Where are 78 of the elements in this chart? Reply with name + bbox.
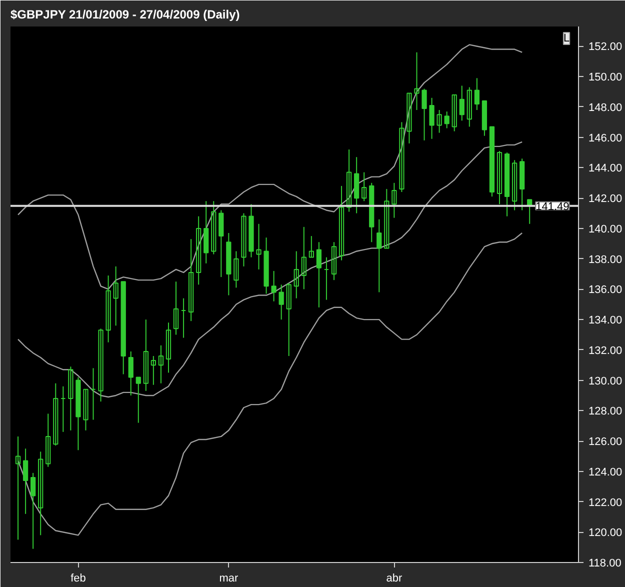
candlestick bbox=[376, 218, 382, 293]
candlestick bbox=[338, 185, 344, 261]
y-tick-label: 148.00 bbox=[588, 102, 622, 114]
candlestick bbox=[399, 122, 404, 193]
candlestick bbox=[436, 110, 442, 134]
y-tick-label: 138.00 bbox=[588, 254, 622, 266]
y-tick-label: 124.00 bbox=[588, 466, 622, 478]
candlestick bbox=[113, 266, 118, 326]
x-tick-label: mar bbox=[219, 572, 238, 584]
candlestick bbox=[362, 172, 367, 202]
y-tick-label: 132.00 bbox=[588, 344, 622, 357]
x-tick-label: abr bbox=[386, 572, 402, 584]
candlestick bbox=[384, 188, 390, 249]
y-tick-label: 144.00 bbox=[588, 162, 622, 175]
candlestick bbox=[278, 284, 284, 320]
candlestick bbox=[406, 92, 412, 144]
y-tick-label: 136.00 bbox=[588, 284, 622, 296]
candlestick bbox=[346, 148, 352, 212]
candlestick bbox=[308, 236, 314, 258]
candlestick bbox=[392, 182, 397, 218]
candlestick bbox=[452, 94, 457, 132]
y-tick-label: 152.00 bbox=[588, 41, 622, 54]
candlestick bbox=[294, 250, 299, 299]
candlestick bbox=[173, 281, 179, 336]
y-tick-label: 140.00 bbox=[588, 223, 622, 236]
text: L bbox=[563, 32, 570, 44]
y-tick-label: 122.00 bbox=[588, 496, 622, 509]
candlestick bbox=[466, 86, 472, 128]
y-tick-label: 128.00 bbox=[588, 406, 622, 418]
candlestick bbox=[150, 355, 156, 386]
candlestick bbox=[196, 216, 202, 286]
candlestick bbox=[166, 322, 172, 374]
candlestick bbox=[46, 413, 51, 468]
candlestick bbox=[331, 242, 337, 281]
y-tick-label: 134.00 bbox=[588, 314, 622, 327]
candlestick bbox=[512, 160, 518, 211]
candlestick bbox=[211, 200, 216, 255]
candlestick bbox=[128, 350, 134, 396]
y-tick-label: 120.00 bbox=[588, 527, 622, 540]
y-tick-label: 146.00 bbox=[588, 132, 622, 144]
y-tick-label: 142.00 bbox=[588, 193, 622, 206]
candlestick bbox=[38, 451, 44, 536]
y-tick-label: 118.00 bbox=[588, 558, 622, 570]
candlestick bbox=[422, 88, 427, 141]
candlestick bbox=[286, 282, 292, 356]
candlestick bbox=[22, 448, 28, 514]
candlestick bbox=[474, 78, 480, 111]
candlestick bbox=[83, 388, 88, 431]
candlestick bbox=[106, 275, 111, 343]
candlestick bbox=[188, 238, 194, 322]
candlestick bbox=[218, 210, 224, 278]
candlestick bbox=[459, 85, 464, 122]
candlestick bbox=[316, 242, 322, 308]
candlestick bbox=[136, 376, 141, 424]
candlestick bbox=[68, 366, 74, 431]
candlestick bbox=[496, 150, 502, 205]
candlestick bbox=[271, 270, 276, 302]
chart-title: $GBPJPY 21/01/2009 - 27/04/2009 (Daily) bbox=[10, 8, 240, 22]
y-tick-label: 150.00 bbox=[588, 72, 622, 84]
line-series bbox=[17, 141, 523, 398]
candlestick bbox=[30, 472, 36, 550]
candlestick bbox=[429, 97, 434, 140]
candlestick bbox=[444, 111, 450, 129]
y-tick-label: 130.00 bbox=[588, 375, 622, 388]
x-tick-label: feb bbox=[70, 572, 86, 584]
line-series bbox=[17, 44, 523, 290]
candlestick bbox=[241, 212, 246, 267]
candlestick bbox=[15, 436, 21, 540]
candlestick bbox=[98, 328, 104, 402]
candlestick bbox=[234, 250, 239, 288]
candlestick bbox=[256, 223, 262, 270]
candlestick bbox=[53, 382, 58, 446]
y-tick-label: 126.00 bbox=[588, 436, 622, 448]
candlestick bbox=[414, 52, 420, 111]
ref-line-label: 141.49 bbox=[536, 200, 570, 213]
candlestick bbox=[143, 319, 148, 392]
candlestick bbox=[301, 226, 306, 290]
candlestick bbox=[158, 344, 164, 384]
